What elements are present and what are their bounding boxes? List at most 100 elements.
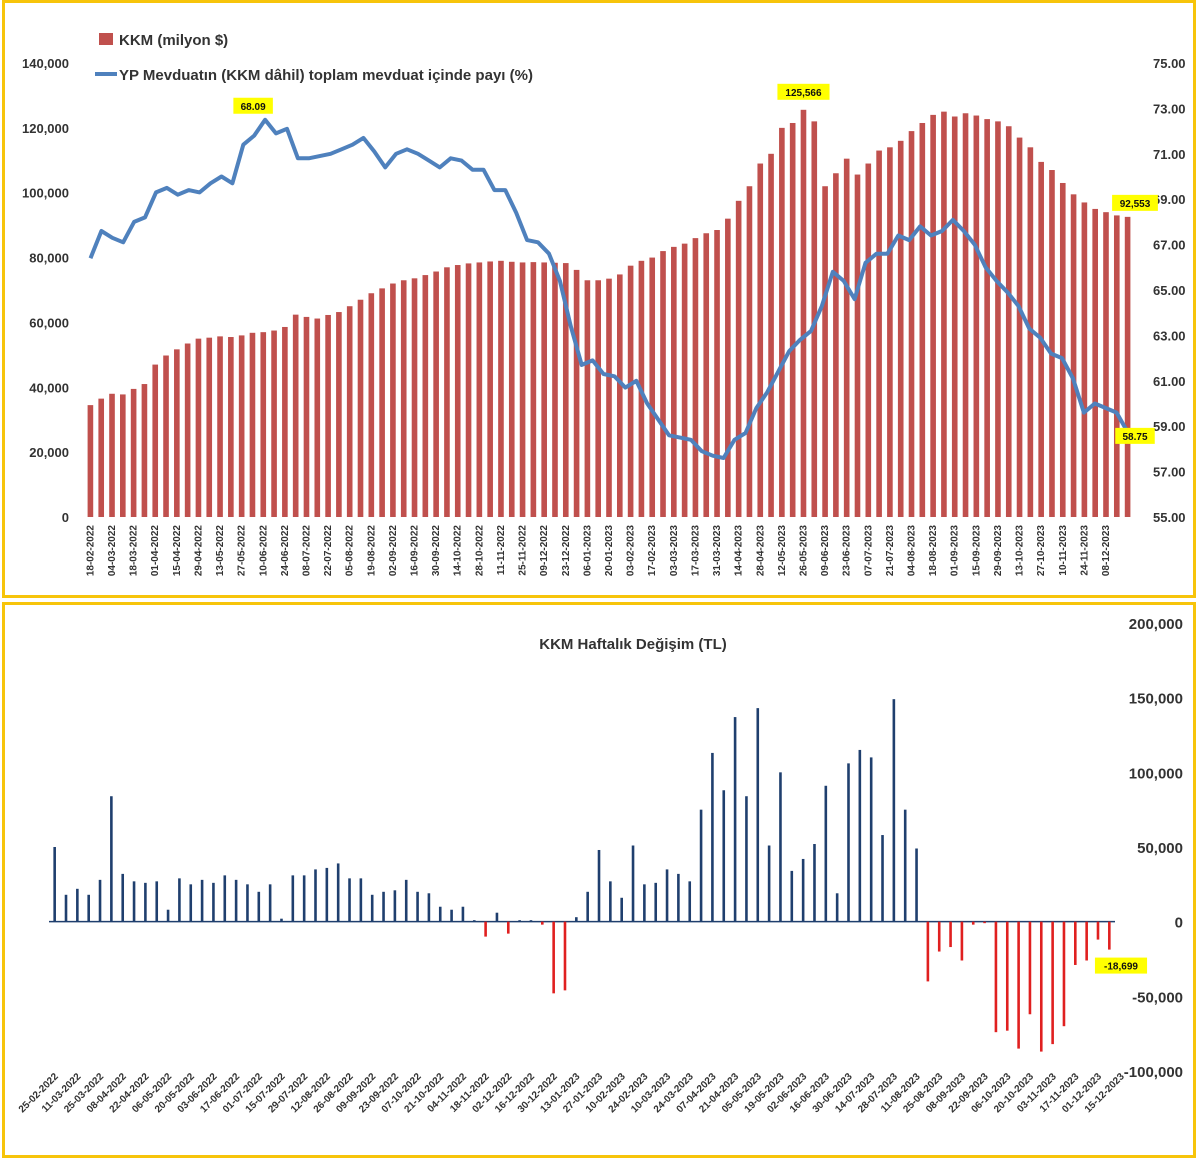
kkm-bar xyxy=(606,278,612,517)
kkm-bar xyxy=(465,263,472,517)
increase-bar xyxy=(132,881,136,922)
kkm-bar xyxy=(692,238,699,517)
x-tick-label: 24-11-2023 xyxy=(1079,525,1090,576)
increase-bar xyxy=(280,918,283,922)
x-tick-label: 14-10-2022 xyxy=(453,525,464,577)
kkm-bar xyxy=(897,140,904,518)
y-left-tick-label: 60,000 xyxy=(29,315,69,330)
kkm-bar xyxy=(152,364,159,517)
increase-bar xyxy=(881,835,884,922)
y-right-tick-label: 150,000 xyxy=(1129,691,1183,708)
kkm-bar xyxy=(368,293,375,517)
increase-bar xyxy=(382,891,385,922)
kkm-bar xyxy=(422,275,429,517)
increase-bar xyxy=(348,878,351,922)
x-tick-label: 31-03-2023 xyxy=(712,525,723,577)
kkm-bar xyxy=(508,261,515,517)
increase-bar xyxy=(586,891,589,922)
increase-bar xyxy=(518,920,521,922)
kkm-bar xyxy=(1049,170,1055,517)
kkm-peak-callout-bg xyxy=(777,83,830,100)
increase-bar xyxy=(631,845,635,922)
kkm-bar xyxy=(357,299,364,517)
kkm-bar xyxy=(725,218,731,517)
decrease-bar xyxy=(1096,921,1100,940)
kkm-bar xyxy=(584,280,591,517)
kkm-bar xyxy=(1124,216,1131,518)
kkm-bar xyxy=(995,121,1001,517)
increase-bar xyxy=(53,847,56,922)
x-tick-label: 05-08-2022 xyxy=(345,525,356,577)
increase-bar xyxy=(767,845,771,922)
kkm-bar xyxy=(206,337,213,517)
y-left-tick-label: 100,000 xyxy=(22,186,69,201)
increase-bar xyxy=(529,920,533,922)
y-left-tick-label: 140,000 xyxy=(22,56,69,71)
x-tick-label: 16-09-2022 xyxy=(410,525,421,577)
x-tick-label: 19-08-2022 xyxy=(366,525,377,577)
y-left-tick-label: 120,000 xyxy=(22,121,69,136)
last-change-callout-bg xyxy=(1094,957,1148,974)
y-right-tick-label: 75.00 xyxy=(1153,56,1186,71)
x-tick-label: 18-03-2022 xyxy=(129,525,140,577)
kkm-bar xyxy=(562,263,569,517)
y-right-tick-label: 57.00 xyxy=(1153,465,1186,480)
x-tick-label: 08-12-2023 xyxy=(1101,525,1112,577)
x-tick-label: 01-04-2022 xyxy=(150,525,161,577)
kkm-bar xyxy=(120,394,126,517)
x-tick-label: 15-09-2023 xyxy=(971,525,982,577)
x-tick-label: 18-02-2022 xyxy=(85,525,96,577)
increase-bar xyxy=(677,873,680,922)
decrease-bar xyxy=(1039,921,1043,1052)
kkm-bar xyxy=(228,337,234,517)
x-tick-label: 11-11-2022 xyxy=(496,525,507,575)
kkm-bar xyxy=(1103,212,1109,517)
increase-bar xyxy=(575,917,578,922)
x-tick-label: 09-12-2022 xyxy=(539,525,550,577)
increase-bar xyxy=(654,882,658,922)
increase-bar xyxy=(472,920,476,922)
increase-bar xyxy=(246,884,249,922)
increase-bar xyxy=(189,884,193,922)
x-tick-label: 13-10-2023 xyxy=(1015,525,1026,577)
x-tick-label: 22-07-2022 xyxy=(323,525,334,577)
kkm-bar xyxy=(800,109,807,517)
increase-bar xyxy=(835,893,839,922)
increase-bar xyxy=(76,888,79,922)
last-change-callout: -18,699 xyxy=(1104,962,1138,973)
kkm-bar xyxy=(789,122,796,517)
increase-bar xyxy=(302,875,306,922)
increase-bar xyxy=(404,879,408,922)
kkm-bar xyxy=(271,330,277,517)
y-right-tick-label: 65.00 xyxy=(1153,283,1186,298)
x-tick-label: 15-04-2022 xyxy=(172,525,183,577)
kkm-bar xyxy=(249,332,256,517)
increase-bar xyxy=(620,897,623,922)
decrease-bar xyxy=(484,921,487,937)
increase-bar xyxy=(915,848,918,922)
y-right-tick-label: 61.00 xyxy=(1153,374,1186,389)
increase-bar xyxy=(699,809,703,922)
legend-swatch-kkm xyxy=(99,33,113,45)
kkm-bar xyxy=(184,343,191,517)
kkm-bar xyxy=(951,116,958,517)
increase-bar xyxy=(733,717,737,922)
kkm-bar xyxy=(195,338,202,517)
x-tick-label: 29-04-2022 xyxy=(193,525,204,577)
x-tick-label: 17-02-2023 xyxy=(647,525,658,577)
chart-title: KKM Haftalık Değişim (TL) xyxy=(539,636,727,653)
x-tick-label: 03-03-2023 xyxy=(669,525,680,577)
increase-bar xyxy=(801,858,805,922)
x-tick-label: 14-04-2023 xyxy=(734,525,745,577)
y-right-tick-label: -50,000 xyxy=(1132,989,1183,1006)
kkm-bar xyxy=(454,265,461,517)
kkm-bar xyxy=(703,233,710,517)
increase-bar xyxy=(155,881,159,922)
y-right-tick-label: 63.00 xyxy=(1153,328,1186,343)
kkm-bar xyxy=(930,114,936,517)
decrease-bar xyxy=(994,921,998,1033)
kkm-bar xyxy=(822,186,828,517)
increase-bar xyxy=(665,869,669,922)
y-left-tick-label: 0 xyxy=(62,510,69,525)
increase-bar xyxy=(869,757,873,922)
